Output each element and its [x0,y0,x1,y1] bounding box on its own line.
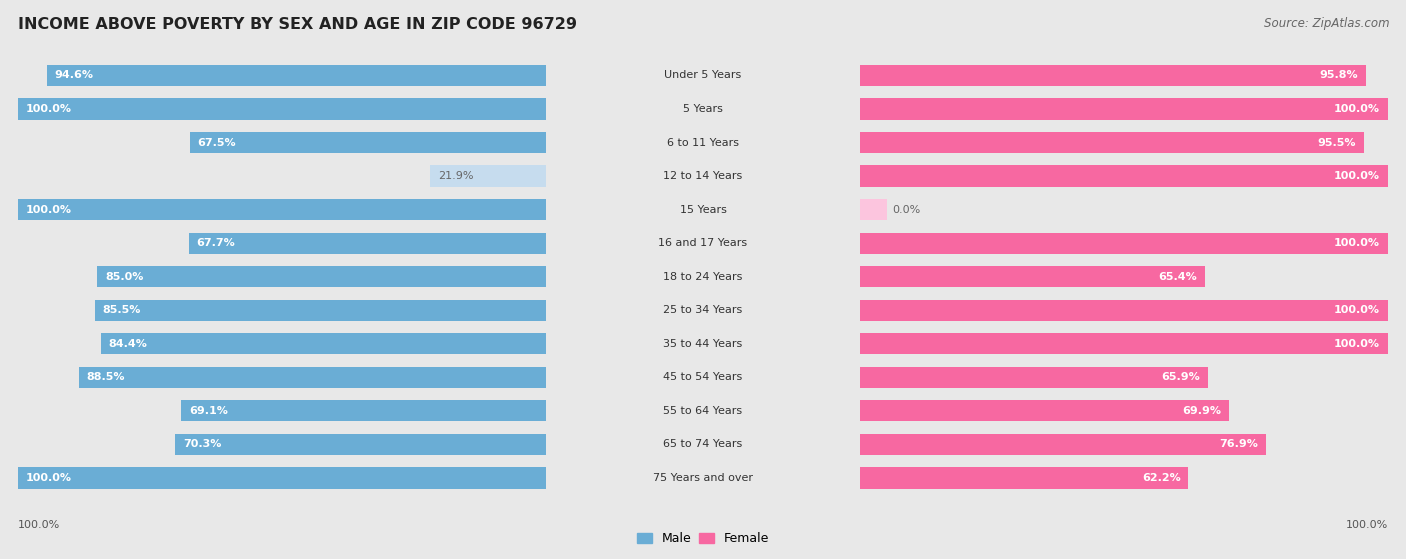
Text: 100.0%: 100.0% [27,205,72,215]
Bar [100,333,546,354]
Bar [860,65,1365,86]
Text: 75 Years and over: 75 Years and over [652,473,754,483]
Text: 18 to 24 Years: 18 to 24 Years [664,272,742,282]
Text: 55 to 64 Years: 55 to 64 Years [664,406,742,416]
Bar [430,165,546,187]
Text: 95.5%: 95.5% [1317,138,1355,148]
Bar [860,367,1208,388]
Bar [860,434,1265,455]
Text: 0.0%: 0.0% [893,205,921,215]
Text: INCOME ABOVE POVERTY BY SEX AND AGE IN ZIP CODE 96729: INCOME ABOVE POVERTY BY SEX AND AGE IN Z… [18,17,578,32]
Bar [860,400,1229,421]
Bar [860,266,1205,287]
Text: 65 to 74 Years: 65 to 74 Years [664,439,742,449]
Text: 100.0%: 100.0% [1334,171,1379,181]
Legend: Male, Female: Male, Female [631,527,775,550]
Text: 100.0%: 100.0% [1334,104,1379,114]
Bar [860,199,887,220]
Bar [46,65,546,86]
Bar [860,132,1364,153]
Text: 6 to 11 Years: 6 to 11 Years [666,138,740,148]
Text: 67.7%: 67.7% [197,238,235,248]
Text: 69.1%: 69.1% [190,406,228,416]
Text: 100.0%: 100.0% [27,104,72,114]
Text: 100.0%: 100.0% [1334,238,1379,248]
Text: 67.5%: 67.5% [197,138,236,148]
Text: 76.9%: 76.9% [1219,439,1258,449]
Text: 100.0%: 100.0% [1334,305,1379,315]
Text: Source: ZipAtlas.com: Source: ZipAtlas.com [1264,17,1389,30]
Bar [860,165,1388,187]
Text: 25 to 34 Years: 25 to 34 Years [664,305,742,315]
Text: 100.0%: 100.0% [1334,339,1379,349]
Bar [18,98,546,120]
Text: 15 Years: 15 Years [679,205,727,215]
Bar [190,132,546,153]
Bar [18,467,546,489]
Text: 70.3%: 70.3% [183,439,221,449]
Bar [860,98,1388,120]
Text: 84.4%: 84.4% [108,339,148,349]
Text: 16 and 17 Years: 16 and 17 Years [658,238,748,248]
Bar [97,266,546,287]
Text: 65.9%: 65.9% [1161,372,1201,382]
Text: 88.5%: 88.5% [87,372,125,382]
Text: 100.0%: 100.0% [1346,520,1388,530]
Bar [860,233,1388,254]
Text: 65.4%: 65.4% [1159,272,1198,282]
Bar [79,367,546,388]
Text: 100.0%: 100.0% [27,473,72,483]
Text: 45 to 54 Years: 45 to 54 Years [664,372,742,382]
Bar [860,300,1388,321]
Text: 95.8%: 95.8% [1319,70,1358,80]
Text: 94.6%: 94.6% [55,70,94,80]
Bar [188,233,546,254]
Text: 62.2%: 62.2% [1142,473,1181,483]
Text: 85.0%: 85.0% [105,272,143,282]
Text: 12 to 14 Years: 12 to 14 Years [664,171,742,181]
Text: 35 to 44 Years: 35 to 44 Years [664,339,742,349]
Bar [94,300,546,321]
Bar [174,434,546,455]
Text: 21.9%: 21.9% [439,171,474,181]
Text: 100.0%: 100.0% [18,520,60,530]
Text: 69.9%: 69.9% [1182,406,1220,416]
Text: 5 Years: 5 Years [683,104,723,114]
Bar [18,199,546,220]
Text: Under 5 Years: Under 5 Years [665,70,741,80]
Bar [181,400,546,421]
Text: 85.5%: 85.5% [103,305,141,315]
Bar [860,467,1188,489]
Bar [860,333,1388,354]
